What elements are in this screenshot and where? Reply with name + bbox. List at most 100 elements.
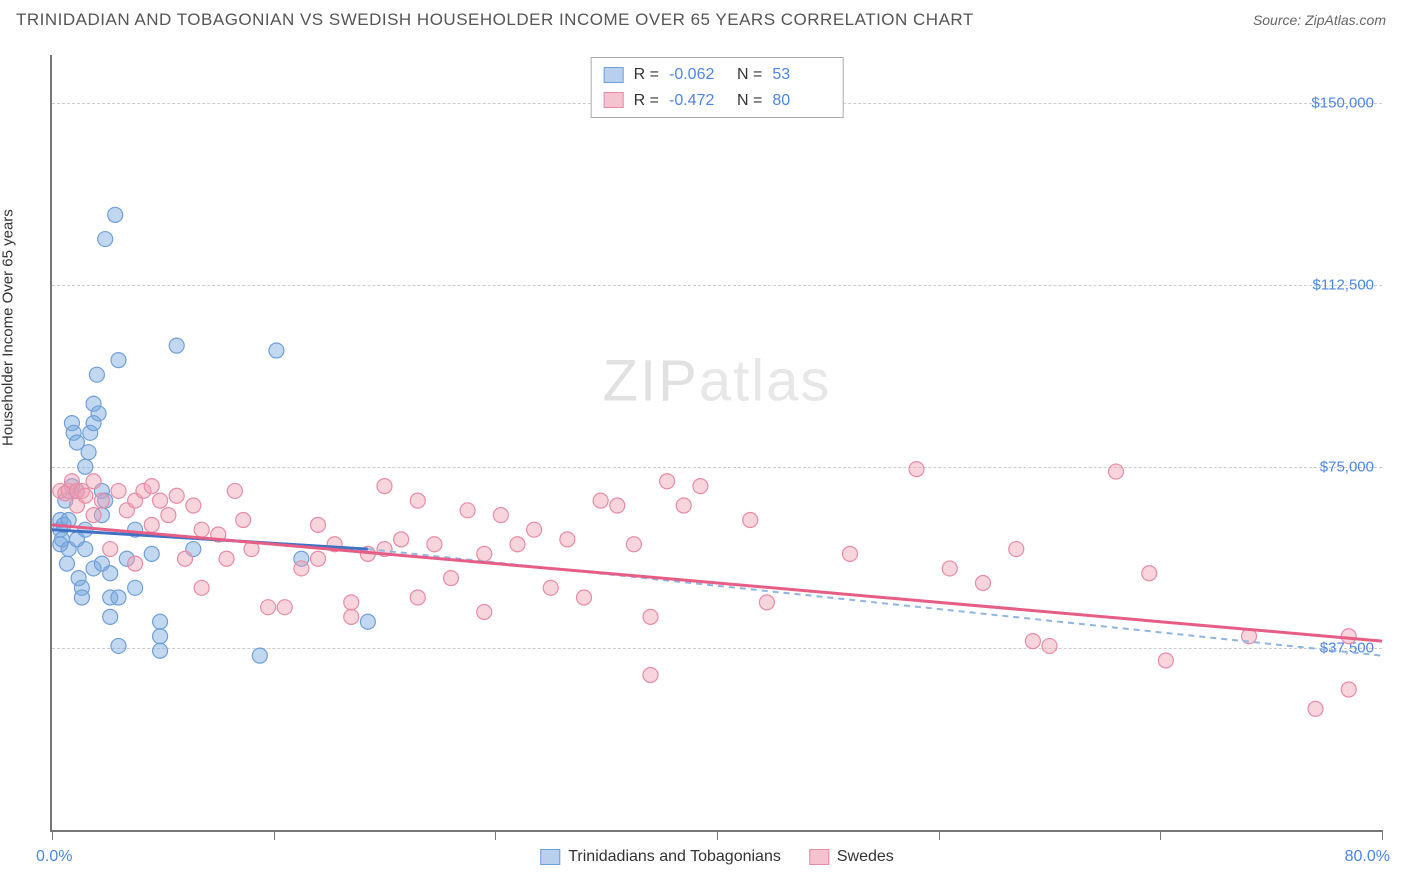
data-point xyxy=(78,542,93,557)
x-tick xyxy=(52,830,53,840)
x-axis-min-label: 0.0% xyxy=(36,848,72,866)
data-point xyxy=(510,537,525,552)
stats-row: R = -0.062 N = 53 xyxy=(604,62,831,88)
stat-n-label: N = xyxy=(737,62,762,88)
data-point xyxy=(843,546,858,561)
data-point xyxy=(660,474,675,489)
data-point xyxy=(194,580,209,595)
data-point xyxy=(427,537,442,552)
x-axis-max-label: 80.0% xyxy=(1345,848,1390,866)
data-point xyxy=(1158,653,1173,668)
stat-n-value: 53 xyxy=(772,62,830,88)
data-point xyxy=(360,614,375,629)
data-point xyxy=(394,532,409,547)
data-point xyxy=(144,546,159,561)
data-point xyxy=(227,483,242,498)
data-point xyxy=(78,488,93,503)
data-point xyxy=(460,503,475,518)
data-point xyxy=(111,353,126,368)
plot-region: ZIPatlas $37,500$75,000$112,500$150,000 … xyxy=(50,55,1382,832)
data-point xyxy=(103,609,118,624)
data-point xyxy=(153,643,168,658)
source-label: Source: ZipAtlas.com xyxy=(1253,12,1386,28)
legend-item: Trinidadians and Tobagonians xyxy=(540,848,781,866)
data-point xyxy=(410,590,425,605)
x-tick xyxy=(495,830,496,840)
stats-row: R = -0.472 N = 80 xyxy=(604,88,831,114)
data-point xyxy=(1009,542,1024,557)
data-point xyxy=(1142,566,1157,581)
data-point xyxy=(108,207,123,222)
data-point xyxy=(1308,701,1323,716)
data-point xyxy=(1341,682,1356,697)
data-point xyxy=(59,556,74,571)
data-point xyxy=(477,605,492,620)
x-tick xyxy=(1160,830,1161,840)
data-point xyxy=(111,590,126,605)
data-point xyxy=(91,406,106,421)
stats-legend: R = -0.062 N = 53 R = -0.472 N = 80 xyxy=(591,57,844,118)
data-point xyxy=(560,532,575,547)
swatch-icon xyxy=(604,92,624,108)
data-point xyxy=(344,595,359,610)
chart-area: ZIPatlas $37,500$75,000$112,500$150,000 … xyxy=(50,55,1382,832)
stat-r-value: -0.472 xyxy=(669,88,727,114)
stat-r-label: R = xyxy=(634,62,659,88)
legend-label: Swedes xyxy=(837,848,894,866)
data-point xyxy=(169,338,184,353)
data-point xyxy=(626,537,641,552)
series-legend: Trinidadians and Tobagonians Swedes xyxy=(540,848,894,866)
data-point xyxy=(86,474,101,489)
data-point xyxy=(78,459,93,474)
x-tick xyxy=(1382,830,1383,840)
data-point xyxy=(477,546,492,561)
data-point xyxy=(186,498,201,513)
swatch-icon xyxy=(540,849,560,865)
data-point xyxy=(593,493,608,508)
data-point xyxy=(942,561,957,576)
data-point xyxy=(144,479,159,494)
data-point xyxy=(111,483,126,498)
stat-n-label: N = xyxy=(737,88,762,114)
data-point xyxy=(161,508,176,523)
regression-line xyxy=(52,525,1382,641)
data-point xyxy=(693,479,708,494)
data-point xyxy=(236,513,251,528)
data-point xyxy=(527,522,542,537)
data-point xyxy=(103,566,118,581)
swatch-icon xyxy=(604,67,624,83)
chart-title: TRINIDADIAN AND TOBAGONIAN VS SWEDISH HO… xyxy=(16,10,974,30)
data-point xyxy=(643,668,658,683)
x-tick xyxy=(274,830,275,840)
data-point xyxy=(169,488,184,503)
stat-n-value: 80 xyxy=(772,88,830,114)
stat-r-label: R = xyxy=(634,88,659,114)
scatter-svg xyxy=(52,55,1382,830)
data-point xyxy=(1025,634,1040,649)
data-point xyxy=(219,551,234,566)
data-point xyxy=(153,629,168,644)
data-point xyxy=(543,580,558,595)
data-point xyxy=(98,232,113,247)
data-point xyxy=(128,580,143,595)
data-point xyxy=(311,517,326,532)
data-point xyxy=(252,648,267,663)
data-point xyxy=(81,445,96,460)
x-tick xyxy=(939,830,940,840)
x-tick xyxy=(717,830,718,840)
data-point xyxy=(153,614,168,629)
data-point xyxy=(194,522,209,537)
data-point xyxy=(94,493,109,508)
data-point xyxy=(759,595,774,610)
stat-r-value: -0.062 xyxy=(669,62,727,88)
data-point xyxy=(277,600,292,615)
data-point xyxy=(377,479,392,494)
data-point xyxy=(976,575,991,590)
data-point xyxy=(261,600,276,615)
data-point xyxy=(128,556,143,571)
data-point xyxy=(410,493,425,508)
data-point xyxy=(643,609,658,624)
data-point xyxy=(909,462,924,477)
data-point xyxy=(577,590,592,605)
data-point xyxy=(610,498,625,513)
